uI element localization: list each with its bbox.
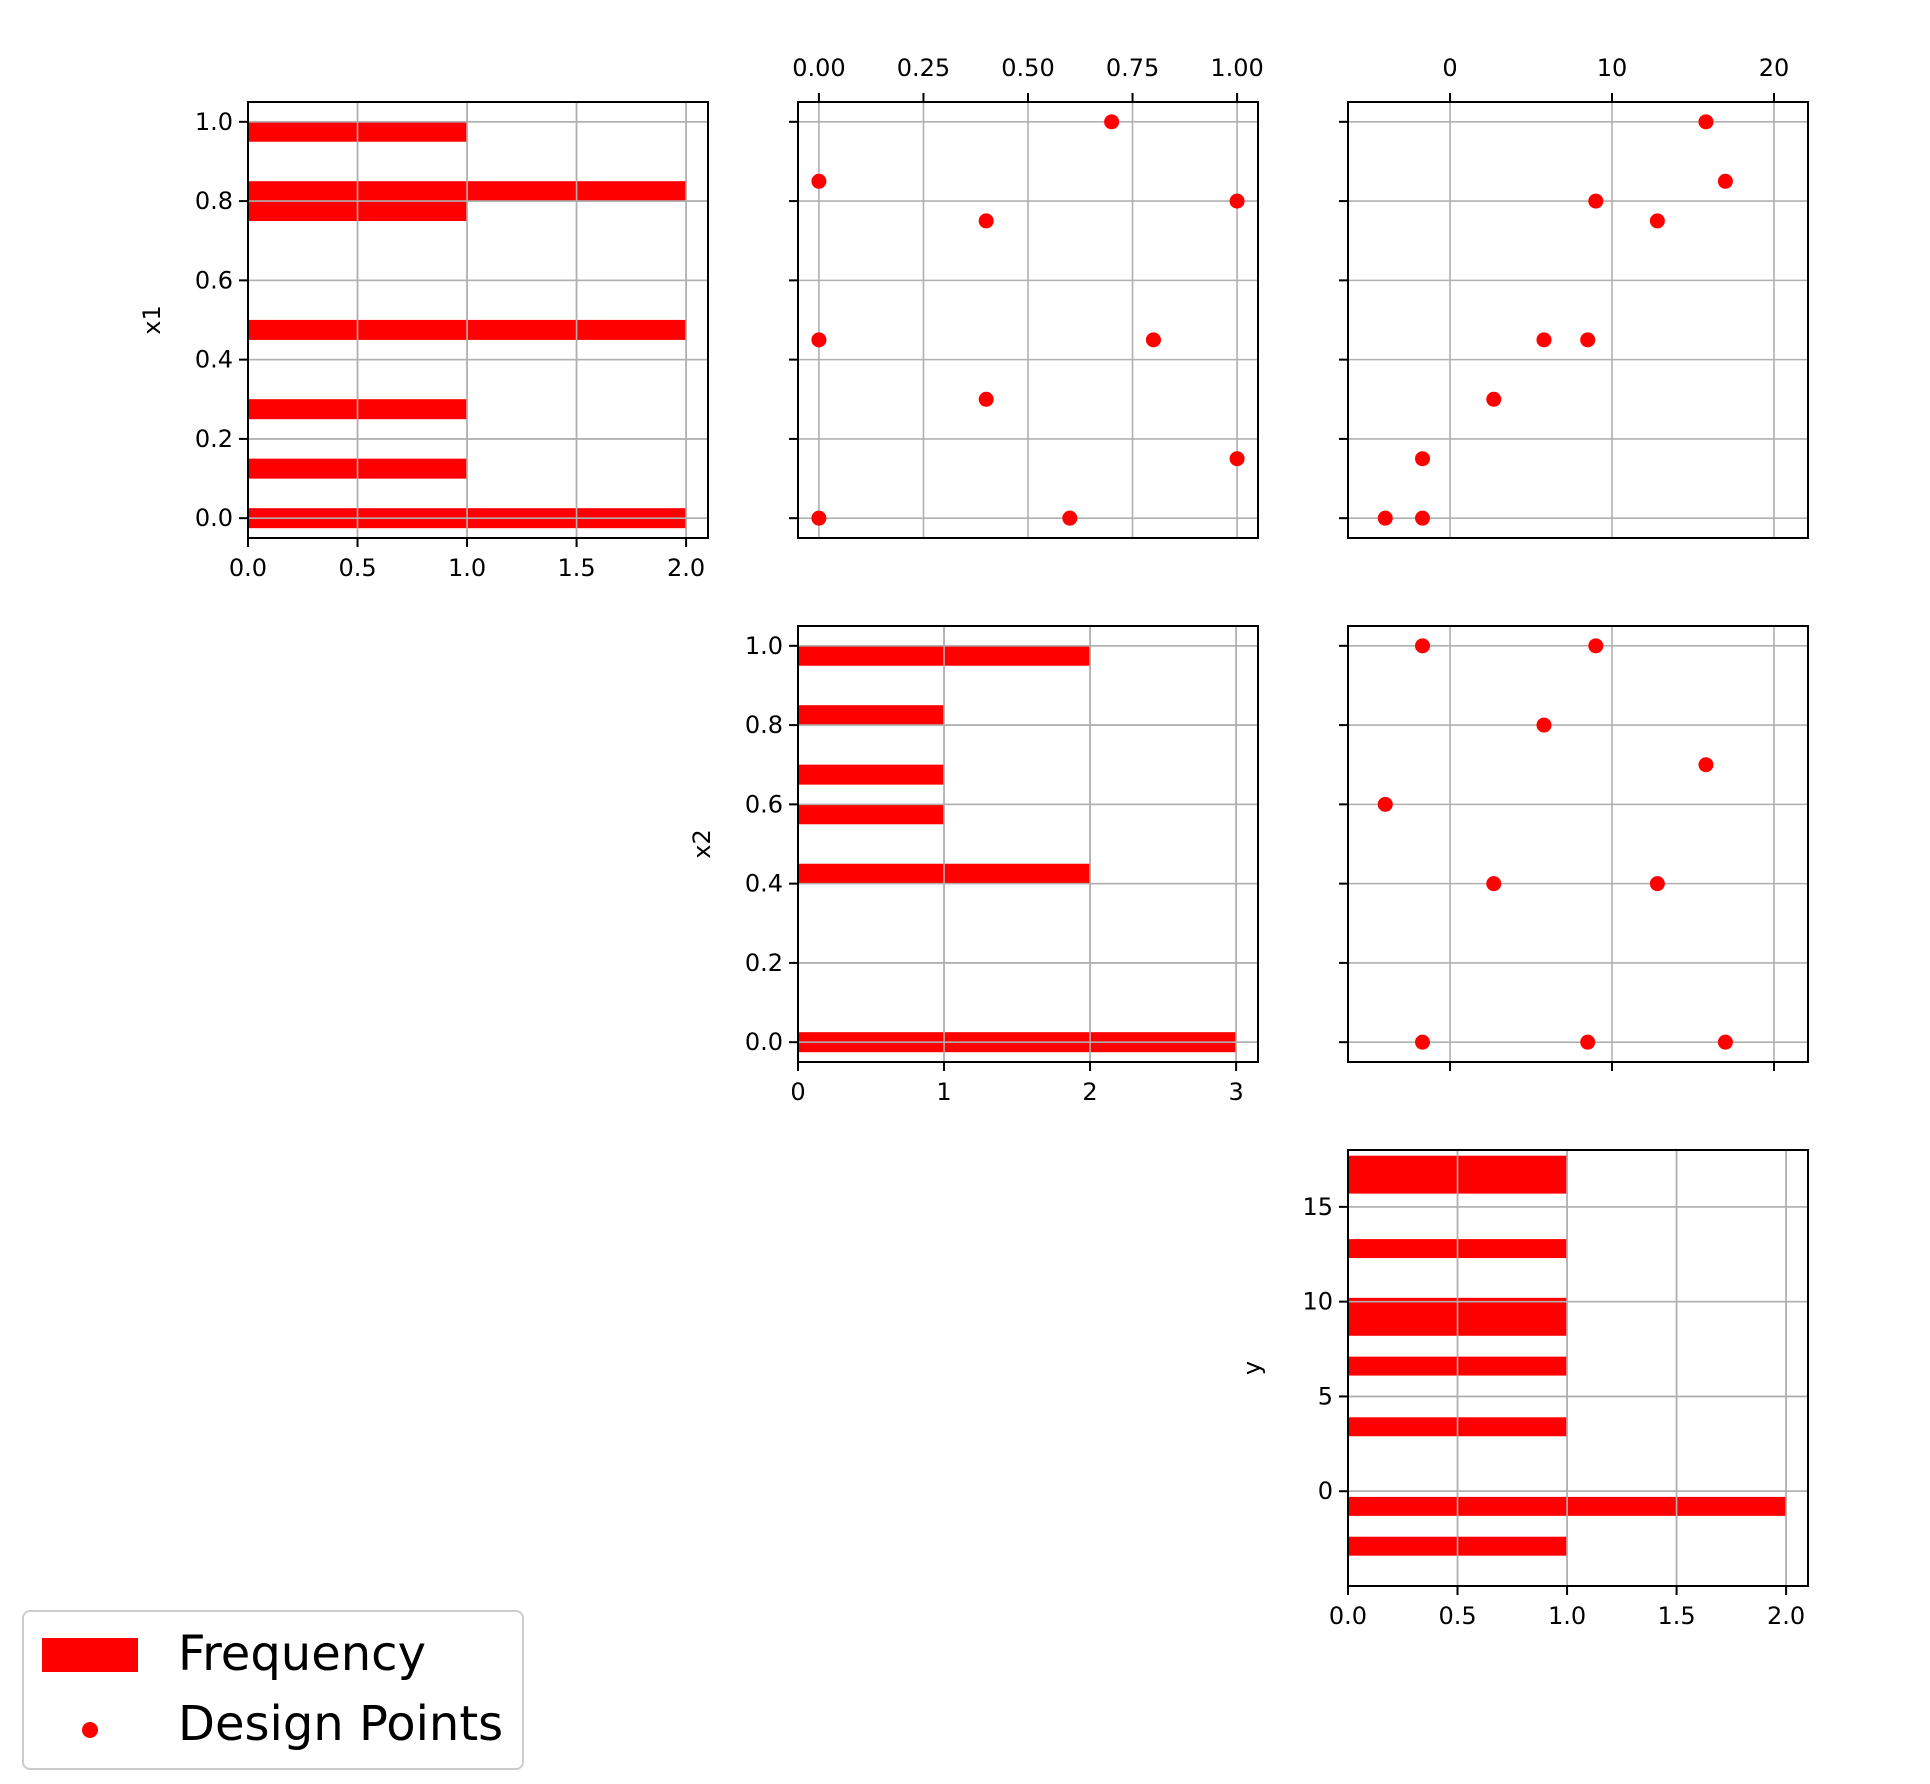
- scatter-x1-y-point-3: [1649, 213, 1665, 229]
- hist-y-frame: [1347, 1149, 1809, 1587]
- scatter-x1-y-point-2: [1588, 193, 1604, 209]
- hist-x1-x-tick-label: 1.0: [448, 554, 486, 582]
- scatter-x2-y-point-2: [1536, 717, 1552, 733]
- hist-x2-bar-2: [798, 804, 945, 825]
- scatter-x1-x2-x-tick-label: 0.75: [1106, 54, 1159, 82]
- scatter-x1-x2-point-8: [811, 510, 827, 526]
- scatter-x1-y-point-9: [1415, 510, 1431, 526]
- frequency-swatch: [42, 1638, 138, 1672]
- hist-x2-y-tick-label: 0.6: [745, 790, 783, 818]
- hist-x1-y-tick-label: 0.8: [195, 187, 233, 215]
- scatter-x1-x2-point-6: [978, 391, 994, 407]
- scatter-x1-x2-point-1: [978, 213, 994, 229]
- hist-x1-x-tick-label: 0.5: [338, 554, 376, 582]
- hist-y-x-tick-label: 1.5: [1657, 1602, 1695, 1630]
- hist-x1-x-tick-label: 0.0: [229, 554, 267, 582]
- scatter-x1-x2-panel: 0.00 0.25 0.50 0.75 1.00: [789, 54, 1264, 539]
- scatter-x1-y-point-1: [1717, 173, 1733, 189]
- hist-x2-y-tick-label: 0.0: [745, 1028, 783, 1056]
- hist-x2-bar-4: [798, 705, 945, 726]
- hist-x1-y-tick-label: 0.2: [195, 425, 233, 453]
- scatter-x2-y-panel: [1339, 625, 1809, 1071]
- scatter-x2-y-point-1: [1588, 638, 1604, 654]
- scatter-x1-y-panel: 0 10 20: [1339, 54, 1809, 539]
- hist-x1-x-tick-label: 2.0: [667, 554, 705, 582]
- scatter-x1-x2-x-tick-label: 0.00: [792, 54, 845, 82]
- legend-label-frequency: Frequency: [178, 1626, 426, 1682]
- scatter-x1-x2-x-tick-label: 0.50: [1001, 54, 1054, 82]
- hist-x1-y-tick-label: 0.4: [195, 346, 233, 374]
- hist-x1-y-tick-label: 1.0: [195, 108, 233, 136]
- hist-x2-y-tick-label: 1.0: [745, 632, 783, 660]
- scatter-x2-y-point-8: [1580, 1034, 1596, 1050]
- hist-x1-panel: 0.0 0.2 0.4 0.6 0.8 1.0 0.0 0.5 1.0 1.5 2.0 x1: [138, 101, 709, 582]
- hist-x1-x-tick-label: 1.5: [557, 554, 595, 582]
- legend: Frequency Design Points: [22, 1610, 524, 1770]
- hist-y-y-tick-label: 5: [1318, 1382, 1333, 1410]
- hist-x2-y-axis-label: x2: [688, 829, 716, 858]
- hist-x2-y-tick-label: 0.4: [745, 870, 783, 898]
- legend-label-design-points: Design Points: [178, 1696, 504, 1752]
- scatter-x1-y-point-7: [1415, 451, 1431, 467]
- hist-x2-bar-3: [798, 764, 945, 785]
- hist-x1-frame: [247, 101, 709, 539]
- hist-y-y-axis-label: y: [1238, 1361, 1266, 1375]
- scatter-x1-x2-point-4: [811, 332, 827, 348]
- scatter-x1-y-x-tick-label: 20: [1759, 54, 1790, 82]
- scatter-x1-y-point-0: [1698, 114, 1714, 130]
- scatter-x1-x2-point-5: [1145, 332, 1161, 348]
- scatter-x2-y-point-4: [1377, 796, 1393, 812]
- hist-x2-x-tick-label: 3: [1228, 1078, 1243, 1106]
- scatter-x2-y-point-7: [1415, 1034, 1431, 1050]
- hist-x2-x-tick-label: 1: [936, 1078, 951, 1106]
- scatter-x1-x2-point-3: [1229, 193, 1245, 209]
- scatter-x2-y-point-9: [1717, 1034, 1733, 1050]
- hist-x2-x-tick-label: 2: [1082, 1078, 1097, 1106]
- scatter-x1-x2-point-7: [1229, 451, 1245, 467]
- hist-x2-frame: [797, 625, 1259, 1063]
- scatter-x2-y-point-3: [1698, 757, 1714, 773]
- scatter-x1-y-frame: [1347, 101, 1809, 539]
- hist-x2-y-tick-label: 0.2: [745, 949, 783, 977]
- scatter-x1-x2-point-2: [1104, 114, 1120, 130]
- hist-x1-y-axis-label: x1: [138, 305, 166, 334]
- hist-y-x-tick-label: 2.0: [1767, 1602, 1805, 1630]
- scatter-x2-y-point-5: [1486, 876, 1502, 892]
- scatter-x2-y-point-6: [1649, 876, 1665, 892]
- design-point-swatch: [82, 1722, 98, 1738]
- scatter-x1-x2-x-tick-label: 0.25: [897, 54, 950, 82]
- scatter-x1-y-point-8: [1377, 510, 1393, 526]
- hist-x2-y-tick-label: 0.8: [745, 711, 783, 739]
- scatter-x1-x2-x-tick-label: 1.00: [1210, 54, 1263, 82]
- scatter-x1-x2-point-9: [1062, 510, 1078, 526]
- hist-y-y-tick-label: 0: [1318, 1477, 1333, 1505]
- hist-y-panel: 0 5 10 15 0.0 0.5 1.0 1.5 2.0 y: [1238, 1149, 1809, 1630]
- scatter-x1-y-x-tick-label: 10: [1597, 54, 1628, 82]
- scatter-x2-y-frame: [1347, 625, 1809, 1063]
- legend-item-design-points: Design Points: [24, 1690, 522, 1752]
- hist-x2-panel: 0.0 0.2 0.4 0.6 0.8 1.0 0 1 2 3 x2: [688, 625, 1259, 1106]
- scatter-x1-y-x-tick-label: 0: [1442, 54, 1457, 82]
- scatter-x1-y-point-5: [1580, 332, 1596, 348]
- scatter-x1-x2-point-0: [811, 173, 827, 189]
- hist-y-x-tick-label: 1.0: [1548, 1602, 1586, 1630]
- scatter-x2-y-point-0: [1415, 638, 1431, 654]
- hist-y-y-tick-label: 15: [1302, 1193, 1333, 1221]
- legend-item-frequency: Frequency: [24, 1620, 522, 1682]
- hist-y-y-tick-label: 10: [1302, 1288, 1333, 1316]
- scatter-x1-y-point-6: [1486, 391, 1502, 407]
- hist-x1-y-tick-label: 0.6: [195, 266, 233, 294]
- hist-x2-x-tick-label: 0: [790, 1078, 805, 1106]
- hist-y-x-tick-label: 0.0: [1329, 1602, 1367, 1630]
- scatter-x1-y-point-4: [1536, 332, 1552, 348]
- hist-y-x-tick-label: 0.5: [1438, 1602, 1476, 1630]
- hist-x1-y-tick-label: 0.0: [195, 504, 233, 532]
